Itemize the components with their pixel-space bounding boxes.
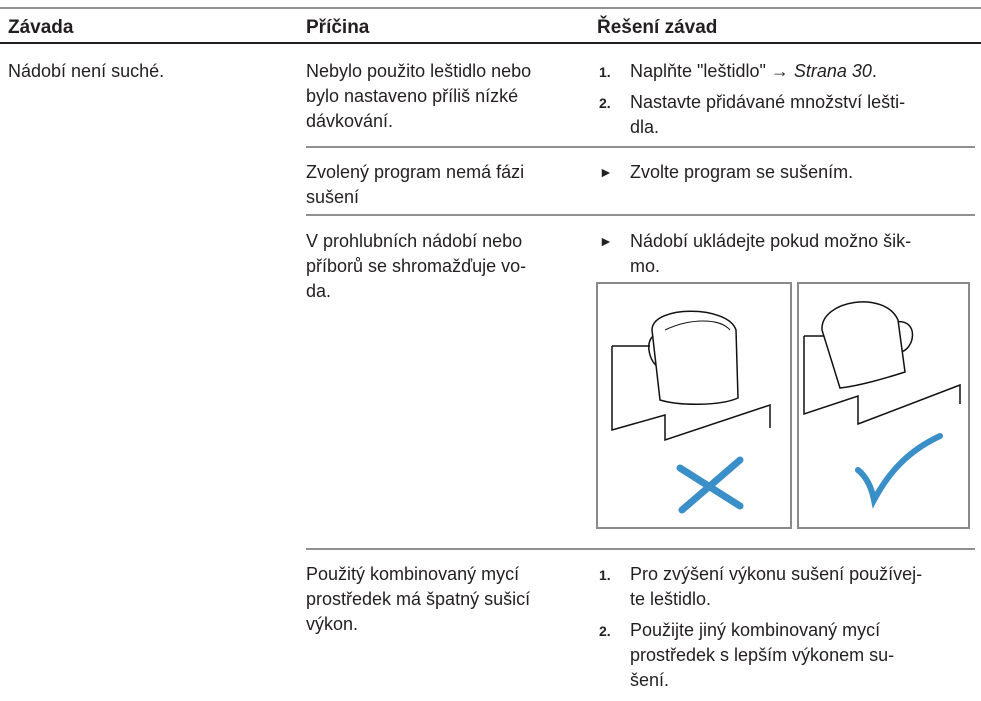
fault-text: Nádobí není suché. [8, 61, 164, 81]
step-text: dla. [630, 117, 659, 137]
step-marker: 1. [599, 64, 611, 80]
step-marker: ► [599, 233, 613, 249]
step-text: Naplňte "leštidlo" → Strana 30. [630, 61, 877, 81]
step-marker: 2. [599, 95, 611, 111]
cause-text: Použitý kombinovaný mycí [306, 564, 519, 584]
illustration-wrong [596, 282, 792, 529]
cause-text: Zvolený program nemá fázi [306, 162, 524, 182]
step-text: Zvolte program se sušením. [630, 162, 853, 182]
step-text: Naplňte "leštidlo" → [630, 61, 794, 81]
step-marker: ► [599, 164, 613, 180]
step-text: šení. [630, 670, 669, 690]
page-reference: Strana 30 [794, 61, 872, 81]
step-marker: 2. [599, 623, 611, 639]
cause-text: výkon. [306, 614, 358, 634]
step-text: . [872, 61, 877, 81]
step-text: Pro zvýšení výkonu sušení používej- [630, 564, 922, 584]
cause-text: bylo nastaveno příliš nízké [306, 86, 518, 106]
step-marker: 1. [599, 567, 611, 583]
cause-text: prostředek má špatný sušicí [306, 589, 530, 609]
header: Příčina [306, 17, 370, 38]
cause-text: dávkování. [306, 111, 393, 131]
step-text: Nádobí ukládejte pokud možno šik- [630, 231, 911, 251]
cause-text: V prohlubních nádobí nebo [306, 231, 522, 251]
cause-text: da. [306, 281, 331, 301]
header: Závada [8, 17, 74, 38]
step-text: Použijte jiný kombinovaný mycí [630, 620, 880, 640]
header: Řešení závad [597, 16, 717, 38]
illustration-right [797, 282, 970, 529]
cause-text: sušení [306, 187, 359, 207]
cause-text: příborů se shromažďuje vo- [306, 256, 526, 276]
step-text: mo. [630, 256, 660, 276]
step-text: prostředek s lepším výkonem su- [630, 645, 894, 665]
cause-text: Nebylo použito leštidlo nebo [306, 61, 531, 81]
step-text: Nastavte přidávané množství lešti- [630, 92, 905, 112]
step-text: te leštidlo. [630, 589, 711, 609]
